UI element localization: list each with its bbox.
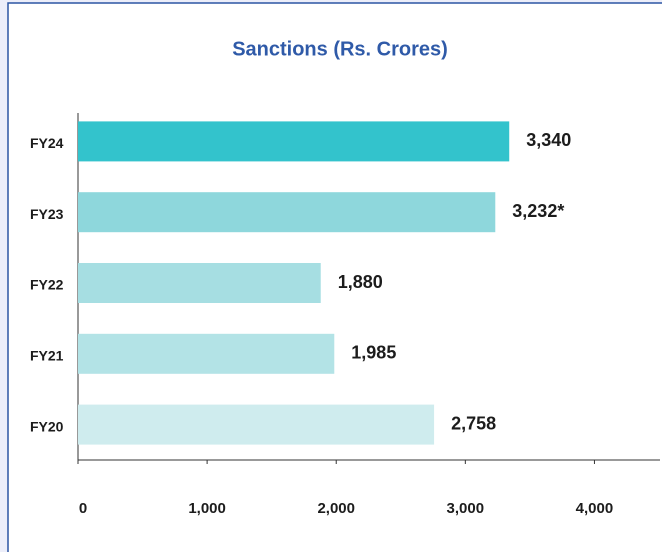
- value-label: 3,340: [526, 130, 571, 150]
- bar: [78, 121, 510, 162]
- value-label: 3,232*: [512, 201, 564, 221]
- x-tick-label: 3,000: [447, 500, 485, 517]
- y-tick-label: FY21: [30, 348, 64, 364]
- y-tick-label: FY20: [30, 418, 64, 434]
- y-tick-label: FY23: [30, 206, 64, 222]
- value-label: 2,758: [451, 413, 496, 433]
- x-tick-label: 2,000: [317, 500, 355, 517]
- y-tick-label: FY24: [30, 135, 64, 151]
- x-tick-label: 0: [79, 500, 87, 517]
- y-tick-label: FY22: [30, 277, 64, 293]
- chart-title: Sanctions (Rs. Crores): [232, 38, 448, 60]
- bar: [78, 263, 321, 303]
- x-tick-label: 4,000: [576, 500, 614, 517]
- bar: [78, 192, 496, 233]
- value-label: 1,880: [338, 272, 383, 292]
- value-label: 1,985: [351, 343, 396, 363]
- bar: [78, 404, 435, 445]
- x-tick-label: 1,000: [188, 500, 226, 517]
- bar: [78, 333, 335, 374]
